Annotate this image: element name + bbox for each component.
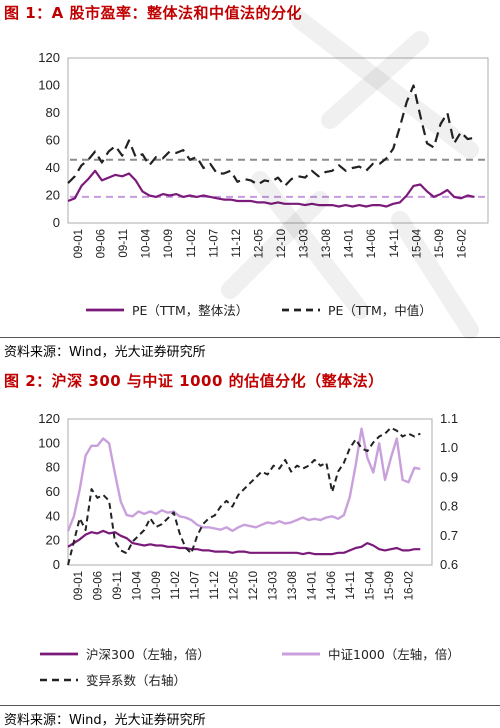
x-tick-label: 11-12 <box>231 229 243 258</box>
legend-label: PE（TTM，整体法） <box>132 303 248 318</box>
y-tick-label: 100 <box>38 78 60 93</box>
x-tick-label: 12-05 <box>253 229 265 258</box>
x-tick-label: 10-09 <box>151 571 163 600</box>
y-tick-label: 0 <box>53 215 60 230</box>
y-tick-label: 20 <box>46 533 60 548</box>
figure1-title: 图 1：A 股市盈率：整体法和中值法的分化 <box>4 4 302 22</box>
y-tick-label: 80 <box>46 105 60 120</box>
x-tick-label: 10-04 <box>141 228 153 258</box>
x-tick-label: 15-04 <box>411 228 423 258</box>
legend-label: 变异系数（右轴） <box>86 673 186 688</box>
x-tick-label: 11-02 <box>186 229 198 258</box>
x-tick-label: 13-08 <box>321 229 333 258</box>
series-line-3 <box>67 426 421 566</box>
x-tick-label: 13-08 <box>287 571 299 600</box>
x-tick-label: 11-12 <box>209 571 221 600</box>
y-tick-label: 120 <box>38 411 60 426</box>
x-tick-label: 09-11 <box>118 229 130 258</box>
series-line-1 <box>67 169 475 208</box>
x-tick-label: 09-11 <box>112 571 124 600</box>
x-tick-label: 14-06 <box>366 229 378 258</box>
x-tick-label: 15-09 <box>434 229 446 258</box>
x-tick-label: 09-06 <box>96 229 108 258</box>
y-tick-label: 0 <box>53 557 60 572</box>
x-tick-label: 16-02 <box>456 229 468 258</box>
x-tick-label: 13-03 <box>267 571 279 600</box>
legend-label: 中证1000（左轴，倍） <box>328 647 460 662</box>
y2-tick-label: 0.6 <box>440 557 458 572</box>
plot-frame <box>67 418 433 566</box>
series-line-2 <box>67 84 475 187</box>
y2-tick-label: 1.0 <box>440 440 458 455</box>
x-tick-label: 12-10 <box>248 571 260 600</box>
x-tick-label: 16-02 <box>404 571 416 600</box>
pe-chart: 0 20 40 60 80 100 120 09-01 09-06 09-11 10-04 10-09… <box>38 50 489 318</box>
x-tick-label: 10-09 <box>163 229 175 258</box>
legend-label: PE（TTM，中值） <box>328 303 432 318</box>
figure2-divider <box>0 705 500 706</box>
x-tick-label: 12-05 <box>229 571 241 600</box>
figure2-source: 资料来源：Wind，光大证券研究所 <box>4 713 206 728</box>
y-tick-label: 100 <box>38 435 60 450</box>
legend-label: 沪深300（左轴，倍） <box>86 647 210 662</box>
x-tick-label: 11-07 <box>190 571 202 600</box>
y-tick-label: 80 <box>46 460 60 475</box>
x-tick-label: 10-04 <box>131 570 143 600</box>
x-tick-label: 09-01 <box>73 571 85 600</box>
x-tick-label: 14-01 <box>306 571 318 600</box>
figure2-title: 图 2：沪深 300 与中证 1000 的估值分化（整体法） <box>4 372 384 390</box>
figure1-source: 资料来源：Wind，光大证券研究所 <box>4 345 206 360</box>
x-tick-label: 14-11 <box>389 229 401 258</box>
y-tick-label: 60 <box>46 133 60 148</box>
y2-tick-label: 0.9 <box>440 469 458 484</box>
y-tick-label: 20 <box>46 188 60 203</box>
y2-tick-label: 0.8 <box>440 499 458 514</box>
y-tick-label: 120 <box>38 50 60 65</box>
plot-frame <box>67 57 489 224</box>
x-tick-label: 14-01 <box>344 229 356 258</box>
y2-tick-label: 0.7 <box>440 528 458 543</box>
x-tick-label: 11-02 <box>170 571 182 600</box>
series-line-2 <box>66 427 421 533</box>
figure1-divider <box>0 337 500 338</box>
series-line-1 <box>67 529 421 556</box>
y-tick-label: 40 <box>46 160 60 175</box>
x-tick-label: 15-04 <box>365 570 377 600</box>
valuation-divergence-chart: 0 20 40 60 80 100 120 0.6 0.7 0.8 0.9 1.0 1.1 09-01 09… <box>38 411 460 688</box>
x-tick-label: 12-10 <box>276 229 288 258</box>
x-tick-label: 14-11 <box>345 571 357 600</box>
x-tick-label: 09-01 <box>73 229 85 258</box>
x-tick-label: 11-07 <box>208 229 220 258</box>
y2-tick-label: 1.1 <box>440 411 458 426</box>
y-tick-label: 60 <box>46 484 60 499</box>
y-tick-label: 40 <box>46 508 60 523</box>
x-tick-label: 14-06 <box>326 571 338 600</box>
x-tick-label: 09-06 <box>92 571 104 600</box>
x-tick-label: 13-03 <box>299 229 311 258</box>
x-tick-label: 15-09 <box>384 571 396 600</box>
